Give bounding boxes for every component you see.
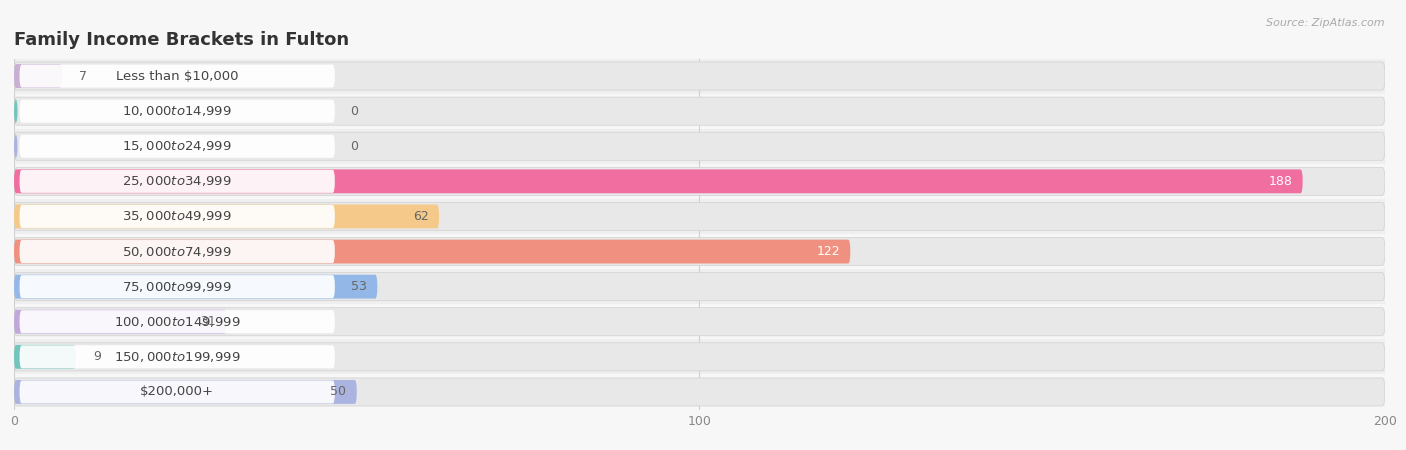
Text: 122: 122 — [817, 245, 839, 258]
Text: Less than $10,000: Less than $10,000 — [115, 70, 239, 82]
Bar — [14, 339, 1385, 374]
FancyBboxPatch shape — [14, 132, 1385, 160]
Bar — [14, 374, 1385, 410]
FancyBboxPatch shape — [14, 97, 1385, 125]
FancyBboxPatch shape — [14, 239, 851, 264]
FancyBboxPatch shape — [14, 380, 357, 404]
FancyBboxPatch shape — [14, 204, 439, 229]
FancyBboxPatch shape — [14, 238, 1385, 266]
FancyBboxPatch shape — [14, 99, 17, 123]
FancyBboxPatch shape — [14, 273, 1385, 301]
FancyBboxPatch shape — [20, 240, 335, 263]
FancyBboxPatch shape — [20, 275, 335, 298]
FancyBboxPatch shape — [14, 64, 62, 88]
Text: 62: 62 — [413, 210, 429, 223]
Text: $50,000 to $74,999: $50,000 to $74,999 — [122, 244, 232, 259]
FancyBboxPatch shape — [14, 274, 377, 299]
FancyBboxPatch shape — [14, 310, 226, 334]
Text: 53: 53 — [352, 280, 367, 293]
Bar — [14, 234, 1385, 269]
Text: $200,000+: $200,000+ — [141, 386, 214, 398]
FancyBboxPatch shape — [20, 64, 335, 88]
Bar — [14, 199, 1385, 234]
FancyBboxPatch shape — [14, 343, 1385, 371]
FancyBboxPatch shape — [14, 345, 76, 369]
FancyBboxPatch shape — [20, 135, 335, 158]
Text: 0: 0 — [350, 140, 359, 153]
Text: $150,000 to $199,999: $150,000 to $199,999 — [114, 350, 240, 364]
Bar — [14, 58, 1385, 94]
Bar — [14, 304, 1385, 339]
Text: 0: 0 — [350, 105, 359, 117]
FancyBboxPatch shape — [20, 310, 335, 333]
FancyBboxPatch shape — [14, 62, 1385, 90]
FancyBboxPatch shape — [14, 202, 1385, 230]
Text: 9: 9 — [93, 351, 101, 363]
FancyBboxPatch shape — [20, 170, 335, 193]
FancyBboxPatch shape — [20, 205, 335, 228]
FancyBboxPatch shape — [14, 167, 1385, 195]
Text: $15,000 to $24,999: $15,000 to $24,999 — [122, 139, 232, 153]
FancyBboxPatch shape — [20, 99, 335, 123]
Text: Source: ZipAtlas.com: Source: ZipAtlas.com — [1267, 18, 1385, 28]
Bar — [14, 269, 1385, 304]
Text: 50: 50 — [330, 386, 346, 398]
Bar — [14, 94, 1385, 129]
Text: $75,000 to $99,999: $75,000 to $99,999 — [122, 279, 232, 294]
FancyBboxPatch shape — [14, 134, 17, 158]
Text: $25,000 to $34,999: $25,000 to $34,999 — [122, 174, 232, 189]
Text: $10,000 to $14,999: $10,000 to $14,999 — [122, 104, 232, 118]
Text: 31: 31 — [201, 315, 217, 328]
FancyBboxPatch shape — [14, 169, 1303, 194]
Text: 7: 7 — [79, 70, 87, 82]
Text: 188: 188 — [1268, 175, 1292, 188]
FancyBboxPatch shape — [14, 308, 1385, 336]
Text: $35,000 to $49,999: $35,000 to $49,999 — [122, 209, 232, 224]
FancyBboxPatch shape — [14, 378, 1385, 406]
Bar — [14, 164, 1385, 199]
FancyBboxPatch shape — [20, 380, 335, 404]
Text: $100,000 to $149,999: $100,000 to $149,999 — [114, 315, 240, 329]
Text: Family Income Brackets in Fulton: Family Income Brackets in Fulton — [14, 31, 349, 49]
Bar — [14, 129, 1385, 164]
FancyBboxPatch shape — [20, 345, 335, 369]
